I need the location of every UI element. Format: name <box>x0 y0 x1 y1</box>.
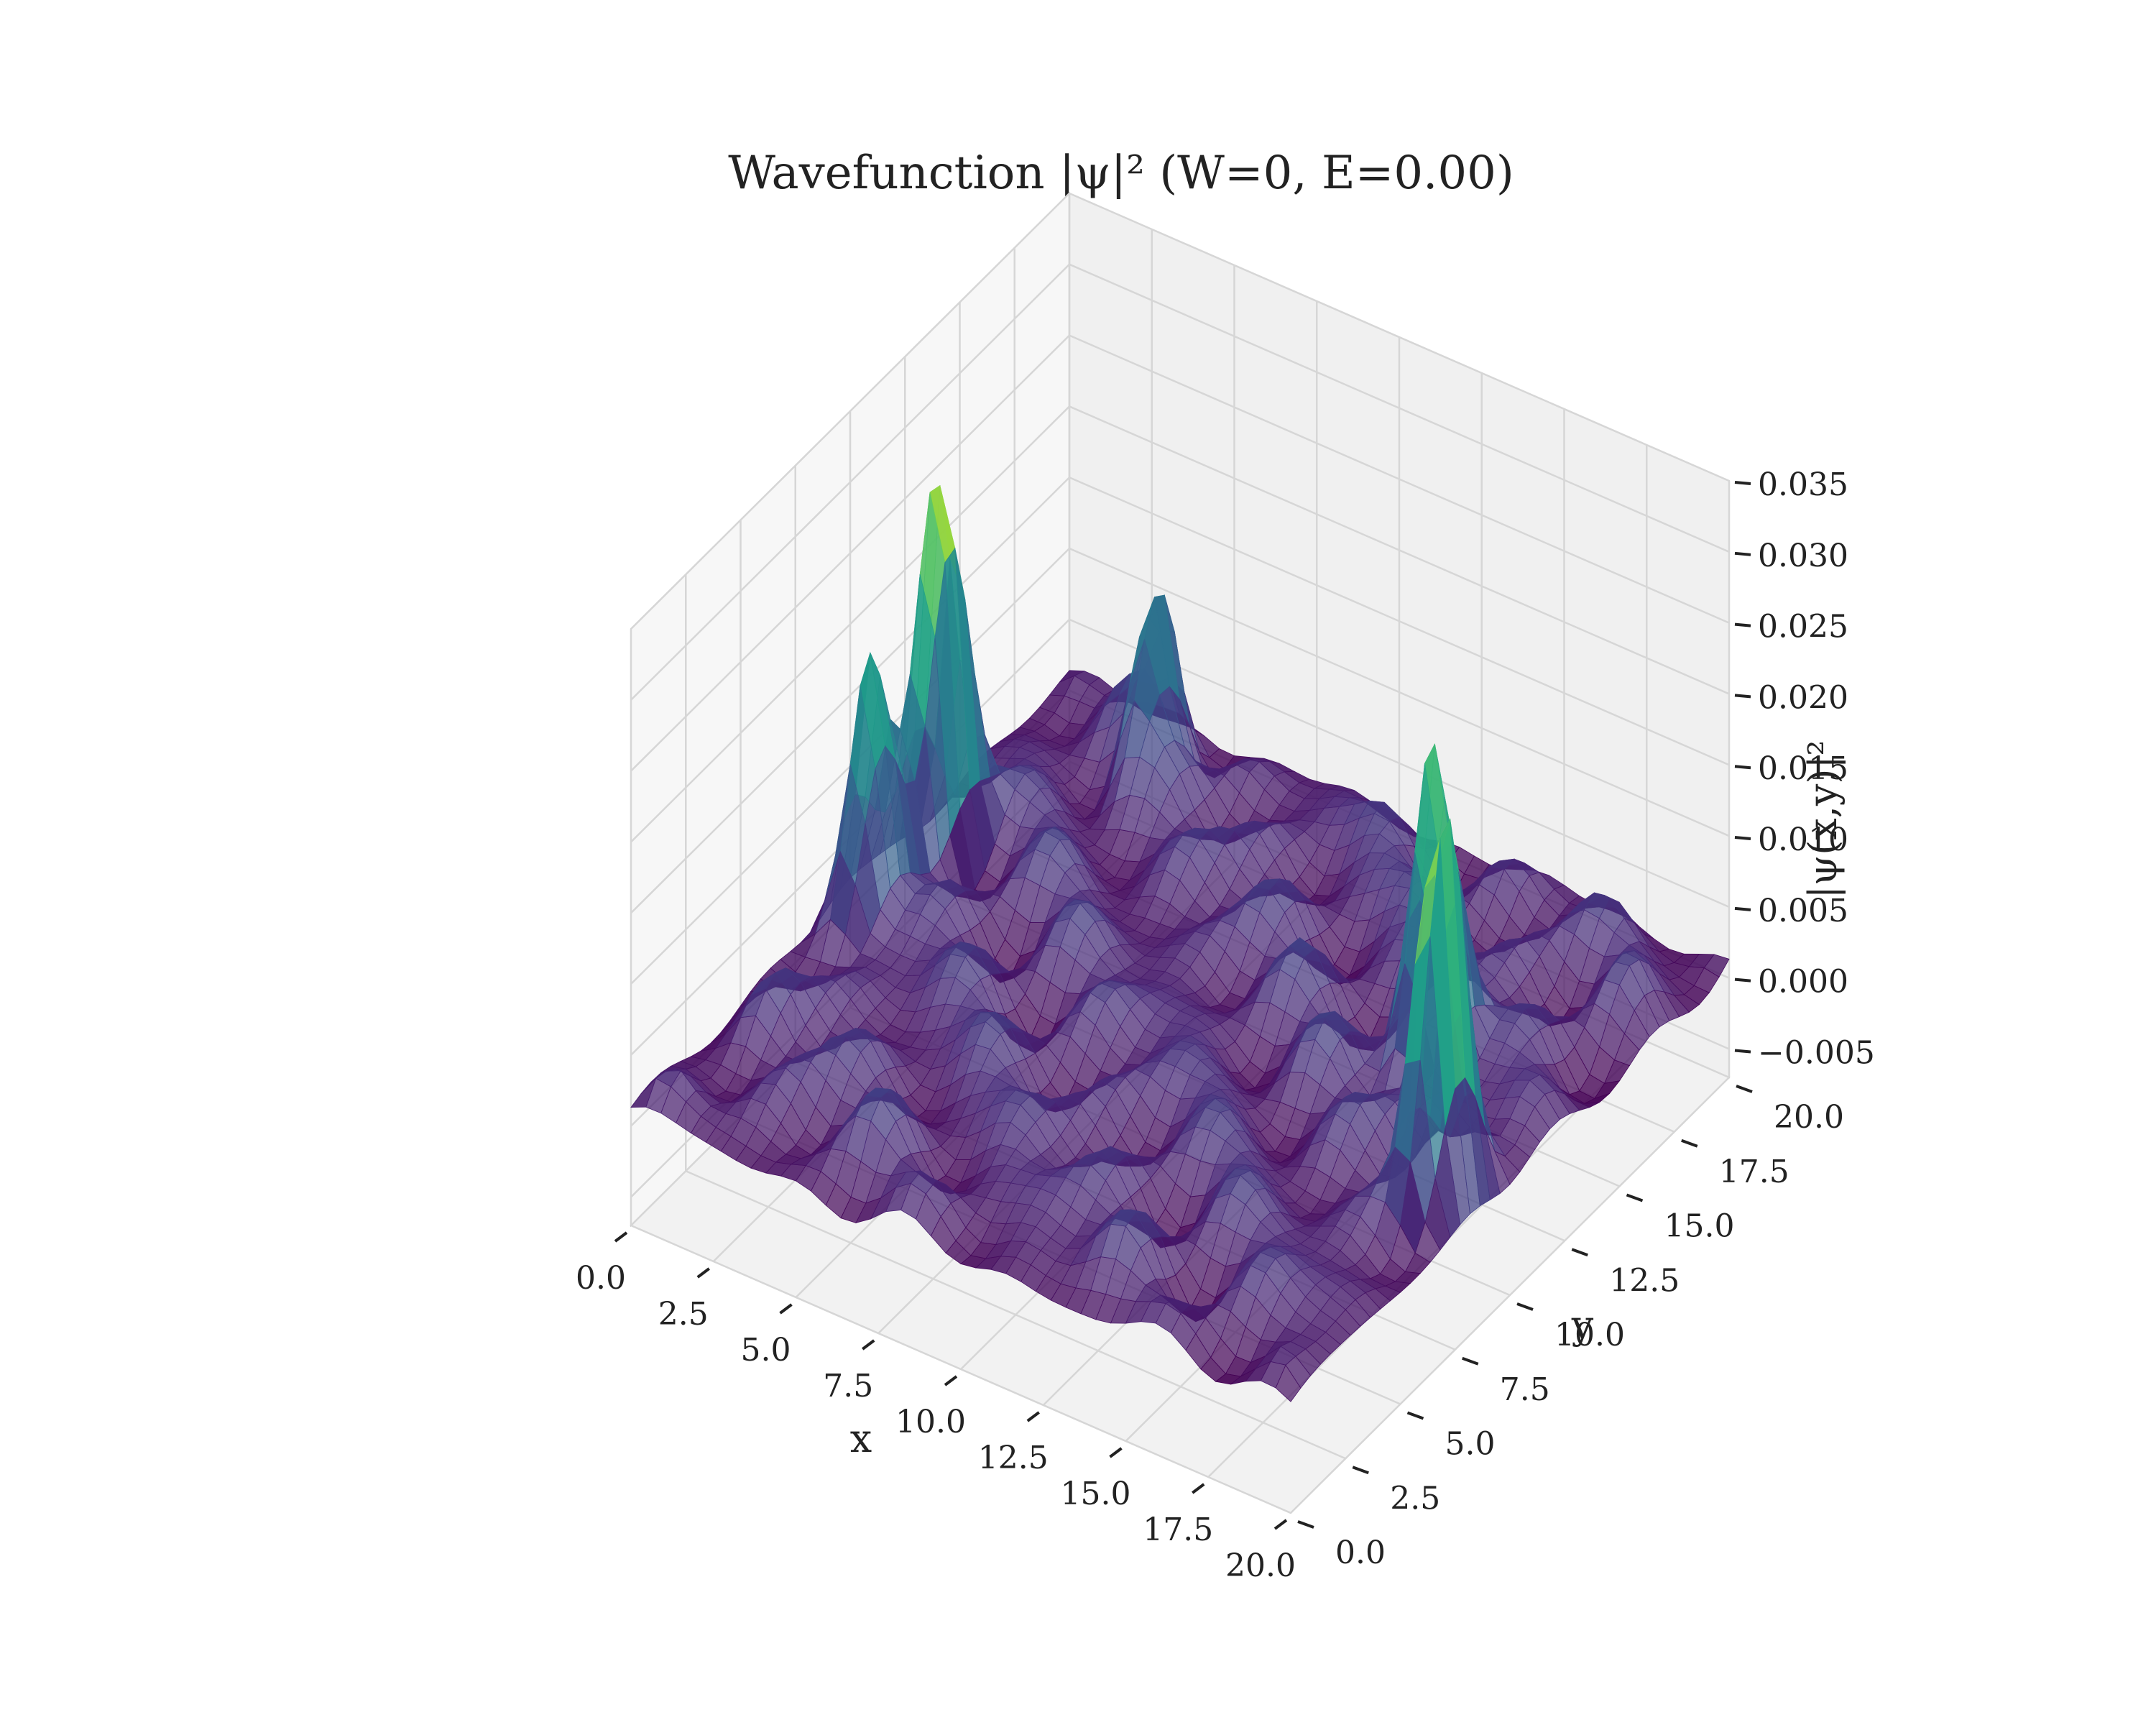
z-tick-label: 0.010 <box>1758 822 1848 858</box>
z-tick-label: 0.030 <box>1758 538 1848 574</box>
z-tick-mark <box>1734 906 1751 911</box>
grid-line-z <box>630 334 1070 772</box>
x-tick-label: 7.5 <box>823 1368 873 1404</box>
z-tick-label: 0.035 <box>1758 466 1848 503</box>
grid-line-z <box>1069 547 1730 837</box>
x-tick-mark <box>614 1231 628 1243</box>
y-tick-mark <box>1297 1520 1314 1529</box>
x-tick-label: 15.0 <box>1061 1476 1131 1512</box>
x-tick-label: 12.5 <box>978 1440 1049 1476</box>
y-tick-label: 17.5 <box>1719 1154 1789 1190</box>
y-tick-label: 12.5 <box>1609 1262 1680 1299</box>
grid-line-y <box>685 1170 1346 1460</box>
z-tick-mark <box>1734 1049 1751 1054</box>
axis-ticks: 0.02.55.07.510.012.515.017.520.0 0.02.55.… <box>576 466 1875 1584</box>
y-tick-label: 7.5 <box>1500 1371 1550 1408</box>
grid-line-z <box>1069 334 1730 624</box>
x-axis-label: x <box>850 1416 872 1461</box>
z-tick-mark <box>1734 836 1751 841</box>
grid-line-z <box>630 477 1070 914</box>
y-tick-mark <box>1462 1356 1479 1366</box>
x-tick-label: 17.5 <box>1143 1512 1213 1548</box>
z-tick-label: 0.005 <box>1758 893 1848 929</box>
x-tick-label: 20.0 <box>1225 1547 1296 1584</box>
z-tick-label: 0.025 <box>1758 609 1848 645</box>
x-tick-mark <box>1192 1483 1205 1494</box>
y-axis-label: y <box>1571 1302 1594 1348</box>
y-tick-label: 0.0 <box>1335 1535 1386 1571</box>
grid-line-z <box>1069 263 1730 553</box>
grid-line-z <box>630 193 1070 630</box>
grid-line-z <box>1069 477 1730 766</box>
z-tick-mark <box>1734 694 1751 699</box>
grid-line-z <box>630 405 1070 843</box>
grid-line-z <box>630 263 1070 701</box>
surface-patch <box>1275 1364 1302 1402</box>
y-tick-label: 20.0 <box>1774 1099 1844 1136</box>
x-tick-label: 0.0 <box>576 1260 626 1297</box>
y-tick-mark <box>1736 1085 1753 1093</box>
y-tick-label: 15.0 <box>1664 1208 1735 1245</box>
y-tick-mark <box>1626 1193 1644 1202</box>
x-tick-mark <box>779 1303 793 1315</box>
z-tick-mark <box>1734 622 1751 627</box>
z-tick-mark <box>1734 551 1751 556</box>
z-axis-label: |ψ(x,y)|² <box>1800 740 1846 899</box>
z-tick-mark <box>1734 978 1751 983</box>
y-tick-mark <box>1516 1302 1534 1311</box>
x-tick-mark <box>862 1339 875 1351</box>
grid-line-y <box>630 1224 1291 1514</box>
x-tick-label: 10.0 <box>895 1404 966 1440</box>
surface-plot <box>630 484 1730 1402</box>
y-tick-label: 10.0 <box>1554 1317 1625 1353</box>
y-tick-mark <box>1406 1411 1424 1420</box>
x-tick-mark <box>1026 1411 1040 1422</box>
x-tick-label: 2.5 <box>658 1296 709 1333</box>
y-tick-mark <box>1571 1248 1588 1257</box>
y-tick-mark <box>1352 1466 1369 1475</box>
x-tick-label: 5.0 <box>741 1332 791 1368</box>
y-tick-label: 2.5 <box>1390 1480 1440 1517</box>
z-tick-mark <box>1734 765 1751 770</box>
grid-line-z <box>1069 405 1730 695</box>
z-tick-label: 0.020 <box>1758 679 1848 716</box>
x-tick-mark <box>944 1375 958 1386</box>
y-tick-label: 5.0 <box>1445 1426 1496 1463</box>
grid-line-z <box>1069 192 1730 482</box>
chart-title: Wavefunction |ψ|² (W=0, E=0.00) <box>728 147 1514 200</box>
x-tick-mark <box>1273 1519 1288 1530</box>
x-tick-mark <box>1109 1447 1123 1458</box>
x-tick-mark <box>696 1267 710 1279</box>
z-tick-label: 0.015 <box>1758 750 1848 787</box>
z-tick-mark <box>1734 481 1751 485</box>
z-tick-label: 0.000 <box>1758 964 1848 1000</box>
y-tick-mark <box>1681 1138 1698 1148</box>
z-tick-label: −0.005 <box>1758 1034 1875 1071</box>
